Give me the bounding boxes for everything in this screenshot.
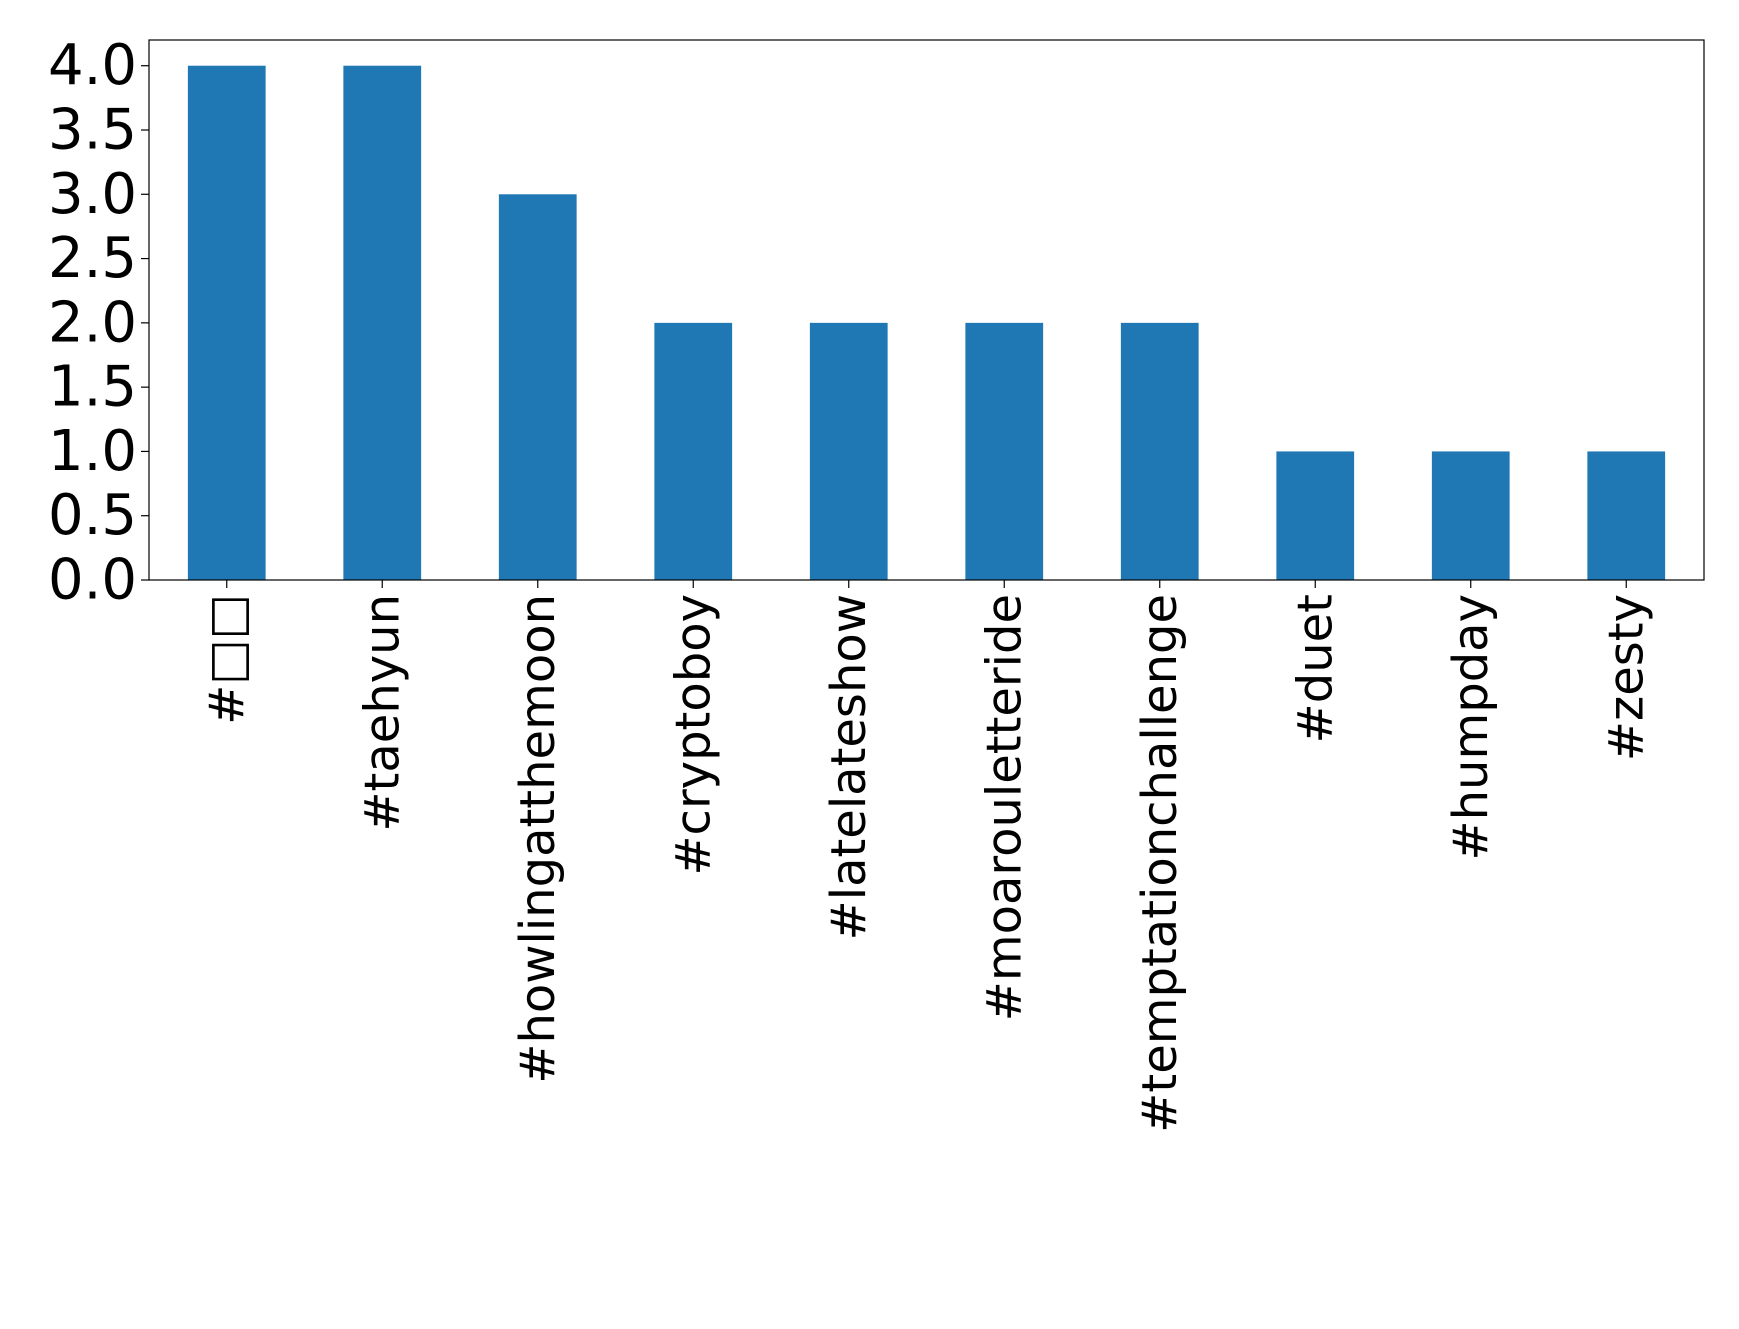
y-axis: 0.00.51.01.52.02.53.03.54.0 xyxy=(48,33,149,613)
y-tick-label: 2.5 xyxy=(48,226,137,291)
bar-2 xyxy=(498,194,577,581)
y-tick-label: 2.0 xyxy=(48,290,137,355)
bar-1 xyxy=(343,65,422,580)
x-axis: #□□ #taehyun #howlingatthemoon #cryptoboy #l… xyxy=(199,580,1654,1133)
bar-5 xyxy=(965,322,1044,580)
y-tick-label: 0.5 xyxy=(48,483,137,548)
x-tick-label: #duet xyxy=(1287,594,1343,743)
x-tick-label: #zesty xyxy=(1598,594,1654,761)
plot-frame xyxy=(148,39,1705,581)
bar-7 xyxy=(1276,451,1355,580)
bar-3 xyxy=(654,322,733,580)
x-tick-label: #taehyun xyxy=(354,594,410,832)
bar-8 xyxy=(1431,451,1510,580)
x-tick-label: #latelateshow xyxy=(821,594,877,940)
bar-9 xyxy=(1587,451,1666,580)
y-tick-label: 1.0 xyxy=(48,419,137,484)
x-tick-label: #moarouletteride xyxy=(976,594,1032,1021)
x-tick-label: #temptationchallenge xyxy=(1132,594,1188,1133)
y-tick-label: 0.0 xyxy=(48,548,137,613)
y-tick-label: 4.0 xyxy=(48,33,137,98)
bars-group xyxy=(187,65,1666,581)
bar-6 xyxy=(1120,322,1199,580)
x-tick-label: #□□ xyxy=(199,594,255,725)
bar-0 xyxy=(187,65,266,580)
x-tick-label: #howlingatthemoon xyxy=(510,594,566,1084)
y-tick-label: 3.5 xyxy=(48,98,137,163)
y-tick-label: 3.0 xyxy=(48,162,137,227)
y-tick-label: 1.5 xyxy=(48,355,137,420)
x-tick-label: #cryptoboy xyxy=(665,594,721,876)
bar-4 xyxy=(809,322,888,580)
x-tick-label: #humpday xyxy=(1443,594,1499,861)
